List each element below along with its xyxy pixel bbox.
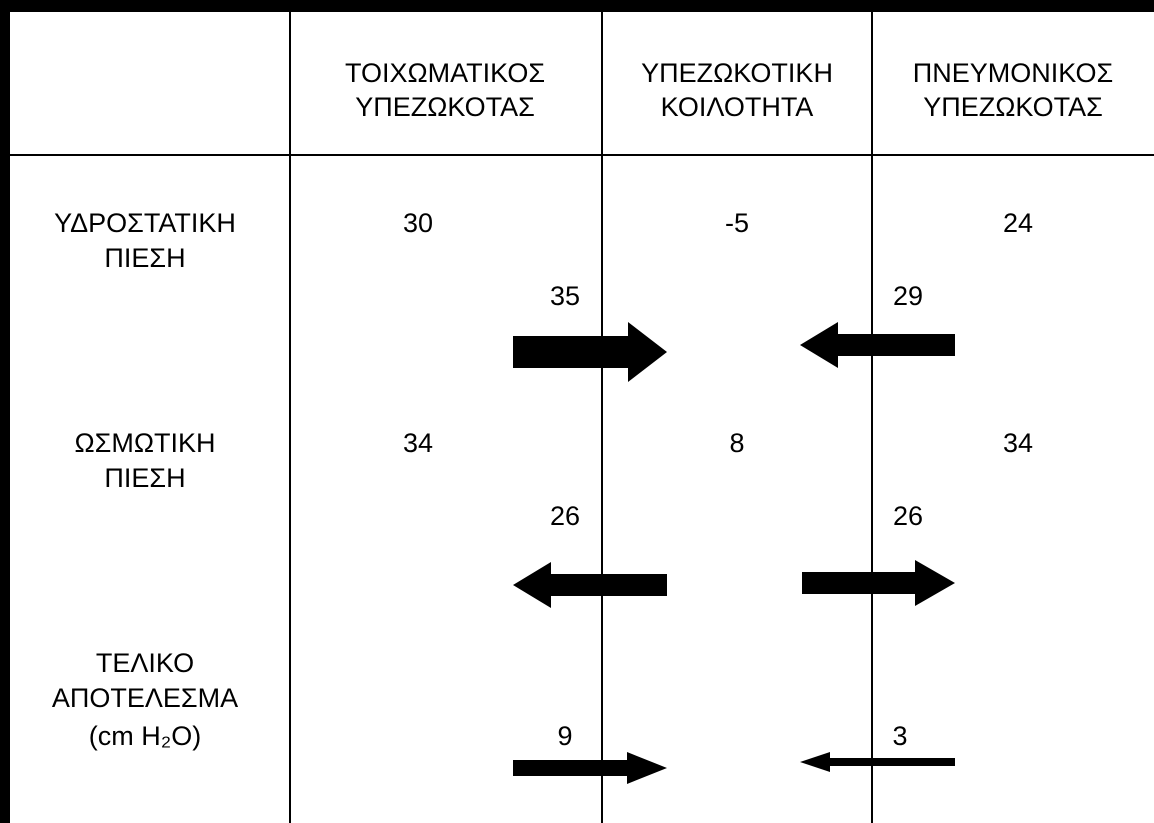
header-line: [10, 154, 1154, 156]
left-border: [0, 0, 10, 823]
column-header: ΥΠΕΖΩΚΟΤΑΣ: [355, 92, 535, 122]
flow-value: 29: [893, 281, 923, 311]
flow-value: 3: [892, 721, 907, 751]
column-header: ΠΝΕΥΜΟΝΙΚΟΣ: [913, 58, 1113, 88]
row-label: ΑΠΟΤΕΛΕΣΜΑ: [52, 683, 238, 713]
row-label: ΠΙΕΣΗ: [104, 243, 185, 273]
column-header: ΥΠΕΖΩΚΟΤΑΣ: [923, 92, 1103, 122]
row-label: ΥΔΡΟΣΤΑΤΙΚΗ: [54, 208, 236, 238]
value: -5: [725, 208, 749, 238]
value: 8: [729, 428, 744, 458]
value: 34: [1003, 428, 1033, 458]
column-header: ΤΟΙΧΩΜΑΤΙΚΟΣ: [345, 58, 545, 88]
flow-value: 35: [550, 281, 580, 311]
arrow-right: [513, 752, 667, 784]
column-header: ΚΟΙΛΟΤΗΤΑ: [661, 92, 814, 122]
row-label: (cm H₂O): [89, 721, 201, 751]
row-label: ΠΙΕΣΗ: [104, 463, 185, 493]
row-label: ΩΣΜΩΤΙΚΗ: [74, 428, 215, 458]
arrow-left: [800, 322, 955, 368]
value: 34: [403, 428, 433, 458]
value: 30: [403, 208, 433, 238]
arrow-right: [513, 322, 667, 382]
flow-value: 9: [557, 721, 572, 751]
value: 24: [1003, 208, 1033, 238]
column-header: ΥΠΕΖΩΚΟΤΙΚΗ: [641, 58, 833, 88]
top-border: [0, 0, 1154, 12]
flow-value: 26: [550, 501, 580, 531]
arrow-left: [513, 562, 667, 608]
arrow-right: [802, 560, 955, 606]
column-line: [289, 12, 291, 823]
row-label: ΤΕΛΙΚΟ: [96, 648, 194, 678]
arrow-left: [800, 752, 955, 772]
column-line: [601, 12, 603, 823]
column-line: [871, 12, 873, 823]
flow-value: 26: [893, 501, 923, 531]
